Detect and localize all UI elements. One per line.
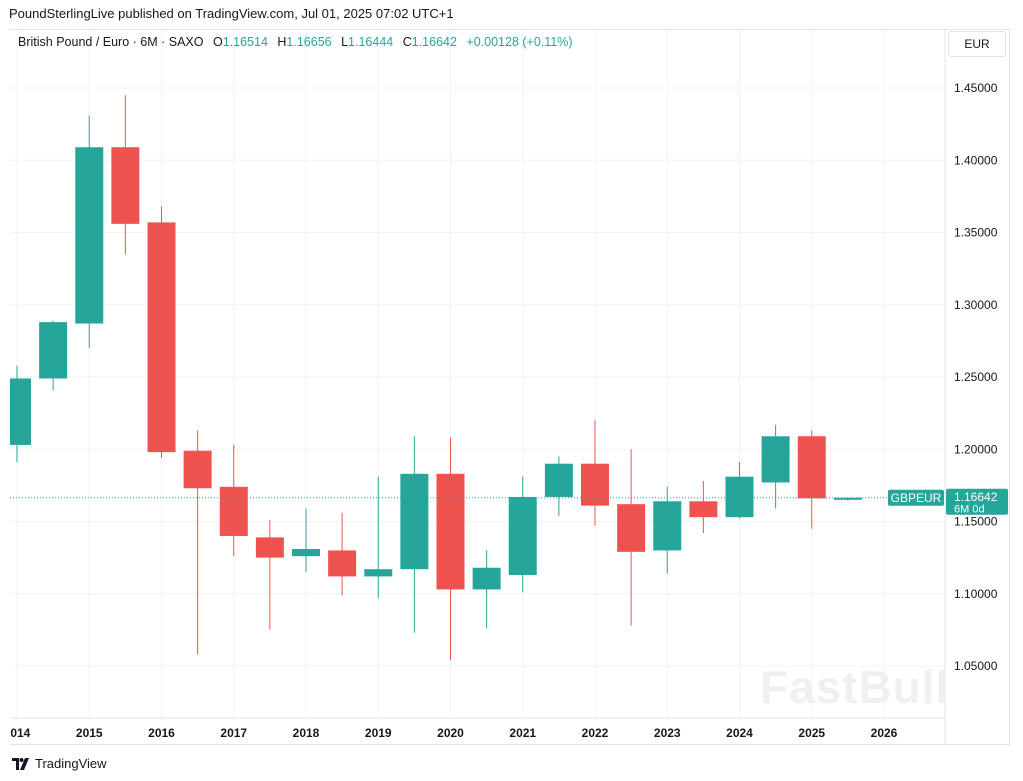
footer-brand[interactable]: TradingView [12,756,107,771]
candle-body [725,476,754,518]
candle[interactable] [508,476,537,593]
candle[interactable] [147,206,176,458]
candle[interactable] [183,430,212,655]
price-tick-label: 1.20000 [954,442,998,456]
candle[interactable] [725,462,754,519]
tradingview-logo-icon [12,757,29,770]
price-tick-label: 1.45000 [954,81,998,95]
time-tick-label: 2018 [293,726,320,740]
candle-body [292,548,320,557]
close-value: 1.16642 [411,35,457,49]
price-tick-label: 1.25000 [954,370,998,384]
left-mask [0,30,10,748]
candle[interactable] [328,512,357,596]
price-tick-label: 1.05000 [954,659,998,673]
price-tick-label: 1.35000 [954,226,998,240]
candle-body [436,473,465,590]
candle[interactable] [219,444,248,557]
candle-body [75,147,104,324]
candle[interactable] [292,508,320,573]
price-tick-label: 1.40000 [954,153,998,167]
candle-body [472,567,501,590]
time-tick-label: 2016 [148,726,175,740]
high-value: 1.16656 [286,35,332,49]
symbol-legend: British Pound / Euro · 6M · SAXO O1.1651… [18,35,579,49]
candle-body [364,569,393,577]
candle-body [544,463,573,497]
time-tick-label: 2017 [220,726,247,740]
low-value: 1.16444 [348,35,394,49]
footer-brand-label: TradingView [35,756,107,771]
candle[interactable] [364,476,393,599]
countdown-label: 6M 0d [954,503,985,515]
candle[interactable] [617,449,646,626]
candle-body [833,497,862,500]
symbol-tag-label: GBPEUR [891,491,942,505]
candle[interactable] [75,115,104,349]
candle-body [761,436,790,483]
last-price-tag [946,488,1008,515]
candle-body [183,450,212,489]
price-tick-label: 1.30000 [954,298,998,312]
candle[interactable] [436,437,465,661]
time-tick-label: 2020 [437,726,464,740]
candle[interactable] [472,550,501,629]
candle[interactable] [255,520,284,630]
candle[interactable] [653,486,682,574]
candle[interactable] [761,424,790,509]
candle[interactable] [581,420,609,526]
candle[interactable] [797,430,826,529]
candle-body [328,550,357,577]
low-label: L [341,35,349,49]
candle-body [39,322,68,379]
time-tick-label: 2023 [654,726,681,740]
high-label: H [277,35,287,49]
time-tick-label: 2014 [4,726,31,740]
time-tick-label: 2025 [798,726,825,740]
candle-body [147,222,176,453]
currency-button[interactable]: EUR [948,31,1006,57]
candle-body [653,501,682,551]
time-tick-label: 2022 [582,726,609,740]
candle[interactable] [39,320,68,391]
fastbull-watermark: FastBull [760,661,950,713]
time-tick-label: 2015 [76,726,103,740]
time-tick-label: 2024 [726,726,753,740]
candle-body [617,504,646,552]
candle-body [689,501,718,518]
published-caption: PoundSterlingLive published on TradingVi… [9,6,454,21]
candle[interactable] [111,95,140,255]
candle-body [219,486,248,536]
close-label: C [402,35,412,49]
time-tick-label: 2026 [871,726,898,740]
candle-body [111,147,140,224]
symbol-tag [888,489,944,506]
last-price-label: 1.16642 [954,490,998,504]
candle-body [400,473,429,570]
candle-body [581,463,609,506]
symbol-title: British Pound / Euro · 6M · SAXO [18,35,204,49]
open-value: 1.16514 [222,35,268,49]
candle[interactable] [689,481,718,534]
change-value: +0.00128 (+0.11%) [466,35,573,49]
price-tick-label: 1.15000 [954,515,998,529]
candle[interactable] [400,436,429,633]
candle-body [255,537,284,558]
candle[interactable] [544,456,573,516]
open-label: O [212,35,223,49]
time-tick-label: 2021 [509,726,536,740]
candle-body [797,436,826,499]
price-tick-label: 1.10000 [954,587,998,601]
time-tick-label: 2019 [365,726,392,740]
candle-body [508,496,537,575]
